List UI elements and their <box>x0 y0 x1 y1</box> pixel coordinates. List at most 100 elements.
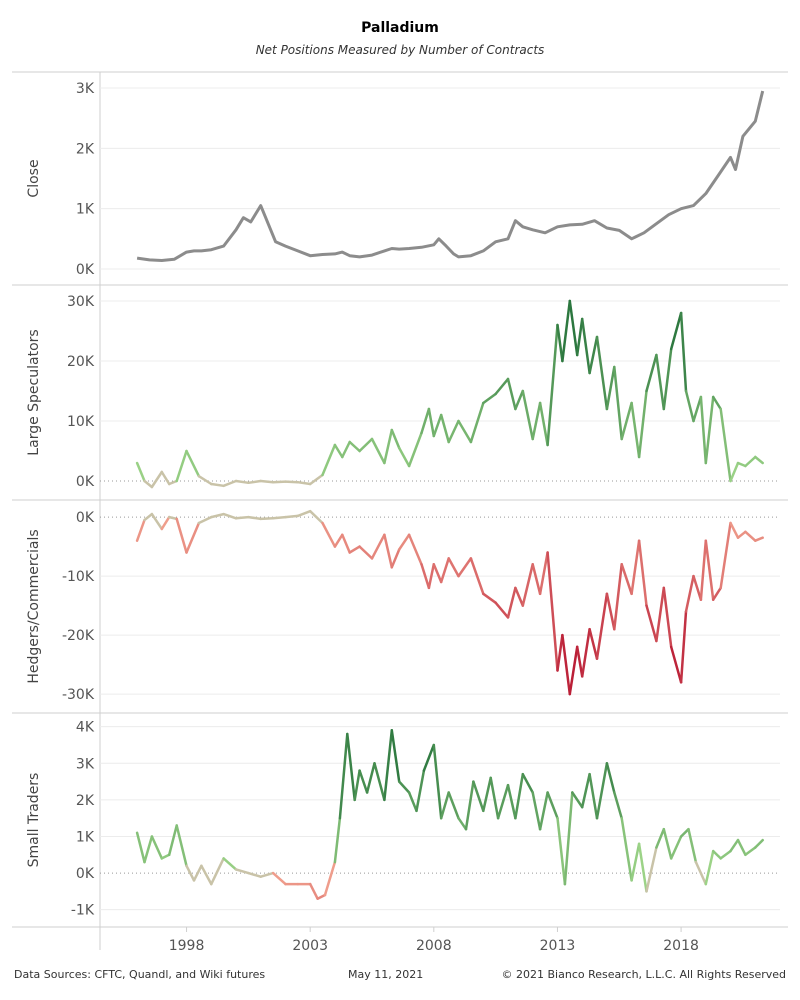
series-segment-small-traders <box>669 835 683 860</box>
series-segment-large-speculators <box>284 480 300 484</box>
series-segment-small-traders <box>259 871 275 878</box>
x-tick-label: 1998 <box>169 938 205 954</box>
series-segment-large-speculators <box>358 437 374 453</box>
series-segment-hedgers-commercials <box>645 604 658 643</box>
series-segment-large-speculators <box>699 395 708 465</box>
series-segment-small-traders <box>489 776 500 820</box>
series-segment-hedgers-commercials <box>637 539 648 607</box>
series-segment-large-speculators <box>719 407 732 483</box>
series-segment-hedgers-commercials <box>588 627 599 660</box>
series-segment-large-speculators <box>390 428 401 450</box>
series-segment-large-speculators <box>729 461 740 483</box>
y-axis-title: Large Speculators <box>26 329 42 455</box>
series-segment-large-speculators <box>348 440 361 453</box>
series-segment-hedgers-commercials <box>432 563 443 584</box>
series-segment-small-traders <box>588 772 599 820</box>
series-segment-hedgers-commercials <box>222 512 238 520</box>
series-segment-small-traders <box>496 783 510 820</box>
series-segment-hedgers-commercials <box>358 545 374 560</box>
series-segment-small-traders <box>247 871 262 878</box>
series-segment-large-speculators <box>538 401 549 447</box>
y-tick-label: 4K <box>76 720 95 736</box>
series-segment-large-speculators <box>744 455 757 468</box>
series-segment-large-speculators <box>370 437 386 465</box>
series-segment-small-traders <box>655 827 666 849</box>
series-segment-hedgers-commercials <box>383 533 394 569</box>
series-segment-large-speculators <box>630 401 641 459</box>
series-segment-hedgers-commercials <box>679 610 688 684</box>
series-segment-large-speculators <box>575 317 584 357</box>
series-segment-small-traders <box>571 791 584 809</box>
y-tick-label: 0K <box>76 262 95 278</box>
series-segment-hedgers-commercials <box>284 514 300 519</box>
series-segment-large-speculators <box>655 353 666 411</box>
series-segment-small-traders <box>390 729 401 783</box>
series-segment-small-traders <box>308 882 319 900</box>
series-segment-large-speculators <box>546 323 559 447</box>
series-segment-large-speculators <box>469 401 485 444</box>
series-segment-hedgers-commercials <box>699 539 708 601</box>
series-segment-small-traders <box>744 846 757 857</box>
series-segment-hedgers-commercials <box>575 645 584 678</box>
series-segment-hedgers-commercials <box>197 515 213 525</box>
series-segment-hedgers-commercials <box>482 592 497 604</box>
x-tick-label: 2008 <box>416 938 452 954</box>
y-tick-label: -1K <box>71 903 95 919</box>
x-tick-label: 2003 <box>292 938 328 954</box>
series-segment-small-traders <box>736 838 747 857</box>
series-segment-small-traders <box>711 849 722 860</box>
series-segment-large-speculators <box>447 419 460 444</box>
series-segment-large-speculators <box>754 455 764 465</box>
series-segment-small-traders <box>160 853 171 860</box>
series-segment-large-speculators <box>432 413 443 438</box>
series-segment-small-traders <box>595 762 609 820</box>
series-segment-hedgers-commercials <box>630 539 641 596</box>
series-segment-hedgers-commercials <box>160 515 171 531</box>
series-segment-small-traders <box>580 772 591 809</box>
y-tick-label: 2K <box>76 793 95 809</box>
series-segment-large-speculators <box>580 317 591 375</box>
series-segment-hedgers-commercials <box>521 563 534 607</box>
series-segment-small-traders <box>531 791 542 831</box>
series-segment-large-speculators <box>234 479 250 485</box>
series-segment-large-speculators <box>561 299 572 363</box>
series-segment-hedgers-commercials <box>143 512 154 522</box>
series-segment-small-traders <box>620 816 633 882</box>
series-segment-small-traders <box>546 791 559 820</box>
y-tick-label: -10K <box>62 569 95 585</box>
series-segment-large-speculators <box>482 392 497 405</box>
series-segment-large-speculators <box>150 470 164 489</box>
series-segment-large-speculators <box>613 365 623 441</box>
series-segment-small-traders <box>167 824 178 857</box>
x-tick-label: 2018 <box>663 938 699 954</box>
series-segment-large-speculators <box>439 413 450 444</box>
series-segment-small-traders <box>645 846 658 893</box>
series-segment-large-speculators <box>588 335 599 375</box>
series-segment-small-traders <box>719 849 732 860</box>
series-segment-hedgers-commercials <box>620 563 633 596</box>
series-segment-large-speculators <box>185 449 201 478</box>
series-segment-small-traders <box>514 772 525 820</box>
series-segment-hedgers-commercials <box>494 601 510 619</box>
series-segment-small-traders <box>346 732 356 802</box>
series-segment-large-speculators <box>556 323 564 363</box>
y-tick-label: 1K <box>76 829 95 845</box>
series-segment-hedgers-commercials <box>407 533 423 566</box>
y-tick-label: -30K <box>62 687 95 703</box>
series-segment-hedgers-commercials <box>457 557 473 578</box>
y-axis-title: Close <box>26 159 42 197</box>
series-segment-hedgers-commercials <box>341 533 351 554</box>
series-segment-small-traders <box>373 762 386 802</box>
series-segment-hedgers-commercials <box>561 633 572 696</box>
series-segment-large-speculators <box>175 449 188 483</box>
series-segment-small-traders <box>506 783 517 820</box>
series-segment-small-traders <box>333 816 342 864</box>
series-segment-small-traders <box>365 762 376 794</box>
series-segment-hedgers-commercials <box>568 645 579 696</box>
series-segment-large-speculators <box>308 473 324 486</box>
series-segment-hedgers-commercials <box>662 586 673 649</box>
series-segment-large-speculators <box>736 461 747 468</box>
series-segment-small-traders <box>432 743 443 820</box>
series-segment-hedgers-commercials <box>167 515 178 521</box>
